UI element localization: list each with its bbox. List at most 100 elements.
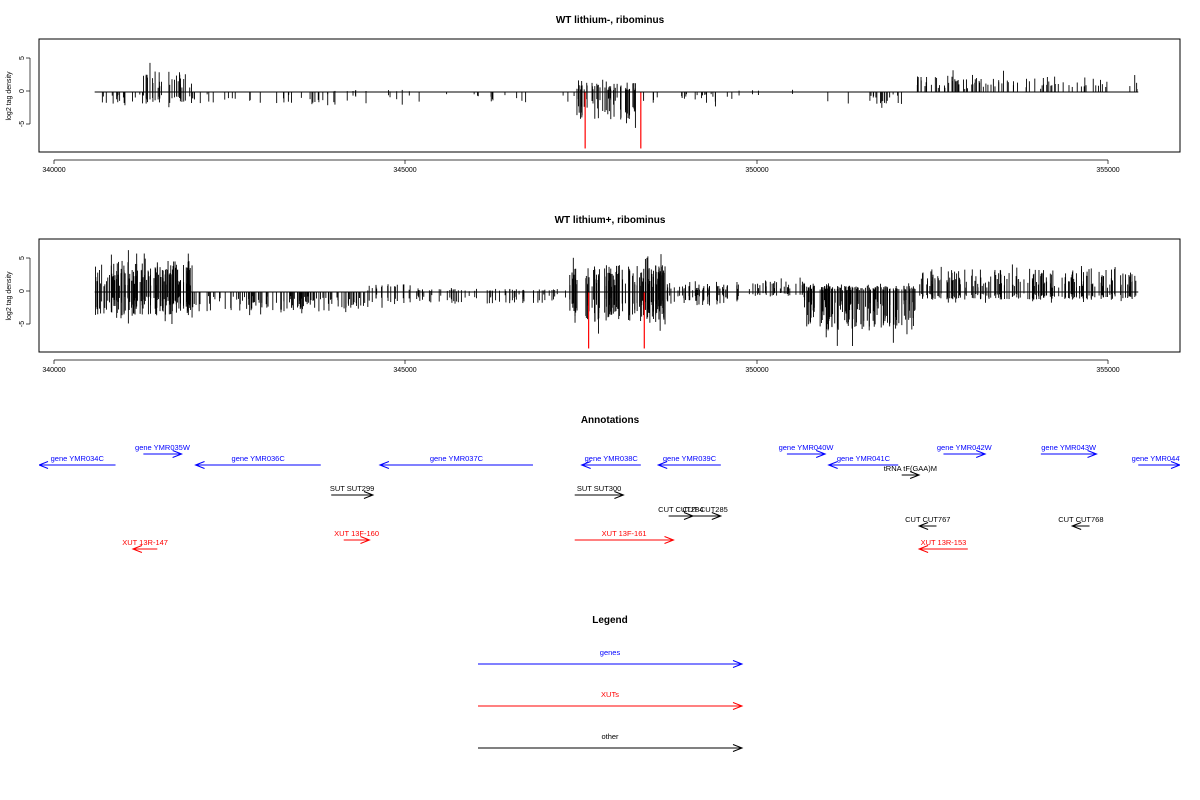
- annotation-arrow-head: [363, 491, 375, 499]
- annotation-feature: XUT 13F-161: [574, 529, 675, 544]
- panel-1-x-tick-label: 350000: [745, 167, 768, 174]
- annotation-label: gene YMR036C: [232, 454, 286, 463]
- annotation-feature: gene YMR036C: [194, 454, 321, 469]
- annotation-feature: tRNA tF(GAA)M: [884, 464, 937, 479]
- panel-2-y-tick-label: -5: [19, 321, 26, 327]
- annotation-label: gene YMR042W: [937, 443, 993, 452]
- annotation-label: gene YMR040W: [779, 443, 835, 452]
- annotation-label: XUT 13R-147: [122, 538, 168, 547]
- annotation-label: gene YMR039C: [663, 454, 717, 463]
- panel-2-x-tick-label: 340000: [42, 367, 65, 374]
- annotation-feature: gene YMR037C: [378, 454, 533, 469]
- annotation-feature: gene YMR041C: [827, 454, 899, 469]
- panel-1-plot-frame: [38, 38, 1181, 153]
- annotation-arrow-head: [1087, 450, 1098, 458]
- panel-2-coverage-bars: [95, 250, 1137, 346]
- annotation-label: CUT CUT768: [1058, 515, 1103, 524]
- annotation-label: SUT SUT300: [577, 484, 621, 493]
- annotation-arrow-head: [378, 461, 390, 469]
- annotation-label: gene YMR044W: [1132, 454, 1188, 463]
- annotations-title: Annotations: [581, 415, 640, 426]
- panel-lithium-minus: WT lithium-, ribominus log2 tag density …: [6, 15, 1181, 174]
- annotation-arrow-head: [360, 536, 371, 544]
- annotation-arrow-head: [194, 461, 205, 469]
- panel-2-title: WT lithium+, ribominus: [555, 215, 666, 226]
- annotation-label: XUT 13F-161: [602, 529, 647, 538]
- annotation-label: tRNA tF(GAA)M: [884, 464, 937, 473]
- legend-label: XUTs: [601, 690, 619, 699]
- annotation-arrow-head: [656, 461, 668, 469]
- annotation-arrow-head: [815, 450, 827, 458]
- panel-2-plot-frame: [38, 238, 1181, 353]
- annotation-feature: CUT CUT285: [683, 505, 728, 520]
- legend-arrow-head: [732, 660, 744, 668]
- annotation-feature: gene YMR044W: [1132, 454, 1188, 469]
- legend-item: XUTs: [478, 690, 744, 710]
- panel-lithium-plus: WT lithium+, ribominus log2 tag density …: [6, 215, 1181, 374]
- panel-2-ylabel: log2 tag density: [6, 271, 13, 321]
- annotation-label: SUT SUT299: [330, 484, 374, 493]
- annotation-label: CUT CUT284: [658, 505, 703, 514]
- panel-2-x-tick-label: 355000: [1096, 367, 1119, 374]
- annotation-arrow-head: [172, 450, 184, 458]
- annotation-feature: gene YMR039C: [656, 454, 721, 469]
- legend-items: genes XUTs other: [478, 648, 744, 752]
- annotation-label: gene YMR043W: [1041, 443, 1097, 452]
- annotation-feature: XUT 13R-147: [122, 538, 168, 553]
- legend-arrow-head: [732, 744, 744, 752]
- panel-2-highlight-marks: [588, 291, 645, 349]
- annotation-arrow-head: [39, 461, 49, 469]
- annotation-feature: SUT SUT299: [330, 484, 375, 499]
- annotation-feature: CUT CUT767: [905, 515, 950, 530]
- annotation-arrow-head: [614, 491, 625, 499]
- annotation-feature: CUT CUT768: [1058, 515, 1104, 530]
- annotation-label: CUT CUT285: [683, 505, 728, 514]
- panel-1-title: WT lithium-, ribominus: [556, 15, 665, 26]
- annotation-feature: XUT 13R-153: [917, 538, 968, 553]
- annotation-feature: gene YMR043W: [1040, 443, 1098, 458]
- panel-1-x-tick-label: 355000: [1096, 167, 1119, 174]
- annotation-feature: gene YMR042W: [937, 443, 993, 458]
- panel-2-x-tick-label: 350000: [745, 367, 768, 374]
- annotation-label: XUT 13R-153: [921, 538, 967, 547]
- annotation-feature: gene YMR038C: [580, 454, 641, 469]
- annotation-arrow-head: [1070, 522, 1082, 530]
- annotation-label: gene YMR034C: [51, 454, 105, 463]
- panel-1-x-tick-label: 345000: [393, 167, 416, 174]
- annotation-arrow-head: [827, 461, 838, 469]
- annotation-feature: gene YMR040W: [779, 443, 835, 458]
- annotation-arrow-head: [976, 450, 987, 458]
- legend-item: genes: [478, 648, 744, 668]
- annotation-label: XUT 13F-160: [334, 529, 379, 538]
- panel-2-y-tick-label: 0: [19, 289, 26, 293]
- legend-label: other: [601, 732, 619, 741]
- legend-arrow-head: [732, 702, 744, 710]
- annotation-feature: gene YMR034C: [39, 454, 116, 469]
- panel-1-ylabel: log2 tag density: [6, 71, 13, 121]
- legend-item: other: [478, 732, 744, 752]
- annotation-arrow-head: [909, 471, 921, 479]
- annotation-arrow-head: [580, 461, 591, 469]
- annotation-label: gene YMR035W: [135, 443, 191, 452]
- annotations-track-area: gene YMR034C gene YMR035W gene YMR036C gene…: [39, 443, 1188, 553]
- annotation-label: gene YMR038C: [585, 454, 639, 463]
- annotation-label: gene YMR037C: [430, 454, 484, 463]
- panel-2-x-tick-label: 345000: [393, 367, 416, 374]
- annotation-label: gene YMR041C: [837, 454, 891, 463]
- legend: Legend genes XUTs other: [478, 615, 744, 752]
- legend-title: Legend: [592, 615, 628, 626]
- annotation-arrow-head: [664, 536, 675, 544]
- panel-1-highlight-marks: [584, 91, 642, 149]
- annotation-arrow-head: [131, 545, 143, 553]
- panel-1-x-tick-label: 340000: [42, 167, 65, 174]
- panel-2-y-tick-label: 5: [19, 256, 26, 260]
- annotation-feature: gene YMR035W: [135, 443, 191, 458]
- annotation-arrow-head: [917, 545, 929, 553]
- panel-1-y-tick-label: 5: [19, 56, 26, 60]
- annotation-arrow-head: [711, 512, 723, 520]
- annotation-arrow-head: [917, 522, 929, 530]
- legend-label: genes: [600, 648, 621, 657]
- annotation-tracks: gene YMR034C gene YMR035W gene YMR036C gene…: [39, 443, 1188, 553]
